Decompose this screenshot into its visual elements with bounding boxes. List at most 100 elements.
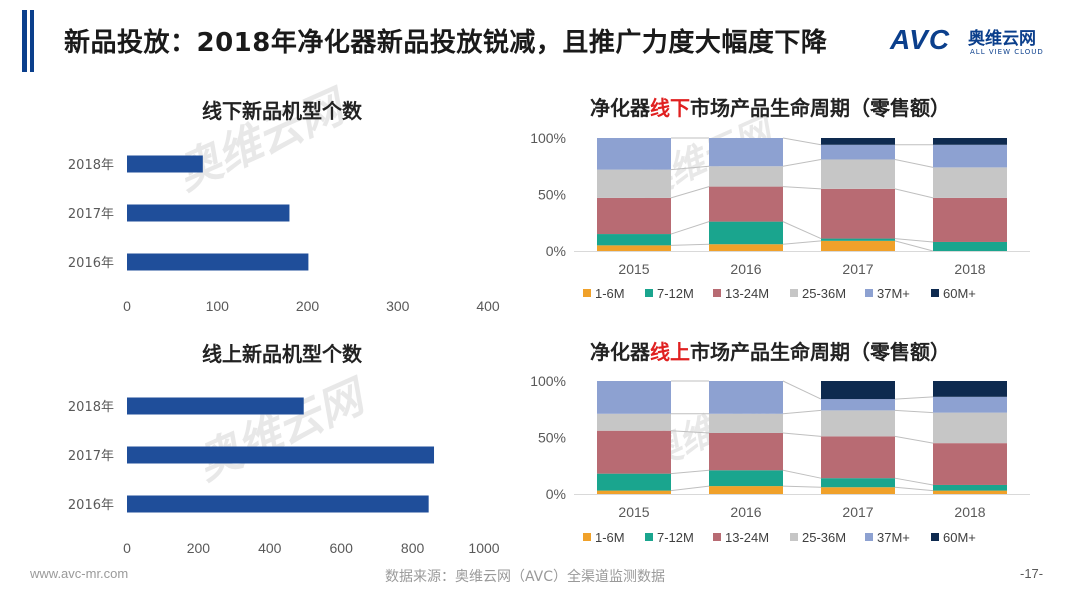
online-lifecycle-segment (933, 484, 1007, 491)
online-lifecycle-connector-line (782, 485, 822, 488)
online-lifecycle-connector-line (782, 380, 822, 400)
online-lifecycle-legend-label: 1-6M (595, 530, 625, 545)
offline-lifecycle-category-label: 2018 (954, 261, 985, 277)
offline-lifecycle-connector-line (782, 137, 822, 146)
online-new-tick-label: 200 (187, 540, 211, 556)
offline-lifecycle-segment (597, 197, 671, 235)
offline-lifecycle-segment (597, 169, 671, 198)
online-lifecycle-connector-line (782, 469, 822, 479)
offline-lifecycle-connector-line (670, 165, 710, 171)
offline-lifecycle-y-tick-label: 50% (538, 187, 566, 203)
offline-new-tick-label: 300 (386, 298, 410, 314)
avc-logo: AVC 奥维云网 ALL VIEW CLOUD (890, 22, 1060, 62)
offline-lifecycle-legend-swatch (645, 289, 653, 297)
online-new-category-label: 2018年 (68, 400, 114, 415)
online-lifecycle-segment (597, 490, 671, 494)
online-new-category-label: 2017年 (68, 449, 114, 464)
online-lifecycle-legend-label: 7-12M (657, 530, 694, 545)
online-lifecycle-title: 净化器线上市场产品生命周期（零售额） (590, 336, 950, 365)
offline-lifecycle-connector-line (670, 221, 710, 235)
online-lifecycle-title-post: 市场产品生命周期（零售额） (690, 340, 950, 364)
online-lifecycle-connector-line (894, 486, 934, 492)
online-lifecycle-segment (821, 478, 895, 488)
online-lifecycle-segment (709, 413, 783, 433)
offline-lifecycle-connector-line (670, 243, 710, 246)
offline-lifecycle-segment (933, 144, 1007, 168)
online-lifecycle-title-highlight: 线上 (650, 340, 690, 364)
footer-website[interactable]: www.avc-mr.com (30, 566, 129, 581)
offline-lifecycle-segment (597, 245, 671, 251)
online-lifecycle-connector-line (894, 409, 934, 414)
offline-lifecycle-connector-line (782, 240, 822, 245)
offline-lifecycle-title-pre: 净化器 (590, 96, 650, 120)
offline-lifecycle-connector-line (894, 188, 934, 199)
online-lifecycle-segment (933, 443, 1007, 485)
online-lifecycle-segment (821, 410, 895, 437)
offline-new-bar (127, 253, 309, 271)
offline-lifecycle-segment (821, 238, 895, 241)
offline-lifecycle-connector-line (894, 238, 934, 243)
offline-lifecycle-connector-line (894, 240, 934, 252)
online-lifecycle-legend-swatch (931, 533, 939, 541)
online-lifecycle-connector-line (782, 409, 822, 415)
title-accent-bar-2 (30, 10, 34, 72)
offline-lifecycle-segment (933, 241, 1007, 251)
offline-lifecycle-legend-swatch (790, 289, 798, 297)
offline-new-title: 线下新品机型个数 (202, 99, 362, 123)
online-lifecycle-legend-swatch (645, 533, 653, 541)
online-new-tick-label: 0 (123, 540, 131, 556)
offline-lifecycle-category-label: 2017 (842, 261, 873, 277)
offline-lifecycle-segment (821, 138, 895, 145)
online-lifecycle-segment (821, 436, 895, 479)
online-new-bar (127, 446, 435, 464)
offline-lifecycle-segment (933, 138, 1007, 145)
online-lifecycle-legend-label: 37M+ (877, 530, 910, 545)
offline-lifecycle-connector-line (782, 221, 822, 240)
online-lifecycle-segment (709, 486, 783, 494)
online-new-title: 线上新品机型个数 (202, 342, 362, 366)
online-new-tick-label: 600 (330, 540, 354, 556)
offline-lifecycle-connector-line (670, 186, 710, 199)
offline-lifecycle-legend-label: 1-6M (595, 286, 625, 301)
offline-new-tick-label: 400 (476, 298, 500, 314)
offline-lifecycle-legend-swatch (583, 289, 591, 297)
offline-lifecycle-legend-label: 7-12M (657, 286, 694, 301)
offline-lifecycle-segment (597, 234, 671, 246)
offline-lifecycle-title-highlight: 线下 (650, 96, 690, 120)
offline-lifecycle-title-post: 市场产品生命周期（零售额） (690, 96, 950, 120)
online-lifecycle-legend-swatch (583, 533, 591, 541)
offline-new-category-label: 2018年 (68, 158, 114, 173)
offline-lifecycle-segment (821, 188, 895, 239)
online-lifecycle-segment (933, 381, 1007, 397)
online-lifecycle-segment (821, 487, 895, 494)
offline-lifecycle-segment (709, 244, 783, 251)
offline-lifecycle-segment (709, 221, 783, 245)
online-lifecycle-legend-swatch (790, 533, 798, 541)
offline-new-tick-label: 200 (296, 298, 320, 314)
offline-lifecycle-segment (821, 240, 895, 251)
online-lifecycle-connector-line (894, 396, 934, 400)
offline-new-tick-label: 0 (123, 298, 131, 314)
online-lifecycle-connector-line (670, 469, 710, 475)
online-lifecycle-y-tick-label: 100% (530, 373, 566, 389)
online-lifecycle-category-label: 2018 (954, 504, 985, 520)
online-new-bar (127, 397, 304, 415)
offline-lifecycle-connector-line (782, 158, 822, 167)
offline-lifecycle-segment (709, 138, 783, 167)
offline-lifecycle-legend-swatch (931, 289, 939, 297)
online-lifecycle-connector-line (670, 485, 710, 492)
online-lifecycle-segment (933, 490, 1007, 494)
offline-lifecycle-y-tick-label: 100% (530, 130, 566, 146)
offline-lifecycle-legend-swatch (865, 289, 873, 297)
online-lifecycle-connector-line (894, 435, 934, 444)
offline-new-tick-label: 100 (206, 298, 230, 314)
online-new-tick-label: 1000 (468, 540, 499, 556)
offline-lifecycle-legend-label: 37M+ (877, 286, 910, 301)
online-lifecycle-legend-swatch (865, 533, 873, 541)
offline-lifecycle-title: 净化器线下市场产品生命周期（零售额） (590, 92, 950, 121)
title-accent-bars (22, 10, 34, 72)
online-lifecycle-legend-label: 60M+ (943, 530, 976, 545)
online-lifecycle-segment (597, 473, 671, 491)
online-lifecycle-title-pre: 净化器 (590, 340, 650, 364)
